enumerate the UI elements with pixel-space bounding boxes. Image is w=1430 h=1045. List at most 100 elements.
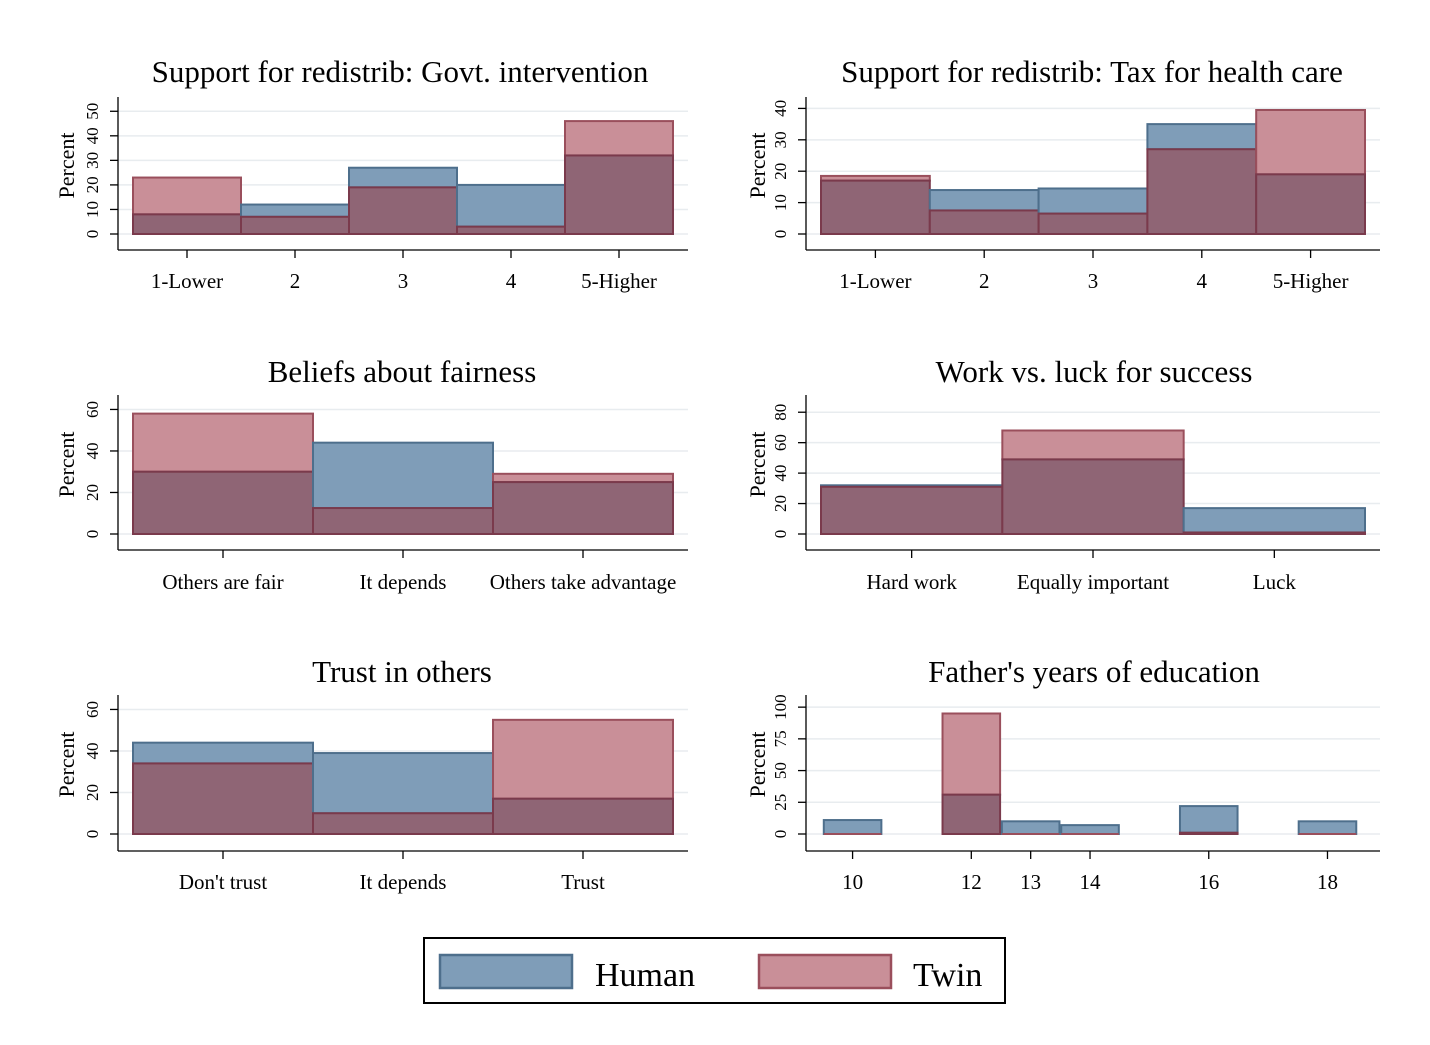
x-tick-label: 2 [979, 269, 990, 293]
chart-title: Support for redistrib: Tax for health ca… [841, 54, 1343, 89]
y-tick-label: 20 [771, 495, 790, 512]
x-tick-label: It depends [360, 570, 447, 594]
bar-overlap [456, 225, 566, 236]
x-tick-label: 1-Lower [151, 269, 223, 293]
x-tick-label: It depends [360, 870, 447, 894]
y-tick-label: 30 [771, 131, 790, 148]
y-tick-label: 20 [83, 784, 102, 801]
bar-overlap [132, 470, 314, 535]
y-tick-label: 10 [771, 194, 790, 211]
y-tick-label: 20 [83, 176, 102, 193]
x-tick-label: 5-Higher [581, 269, 657, 293]
bar-overlap [240, 215, 350, 235]
y-tick-label: 40 [83, 127, 102, 144]
y-tick-label: 0 [83, 230, 102, 239]
bar-twin [492, 718, 674, 800]
bar-overlap [1146, 148, 1258, 235]
chart-title: Father's years of education [928, 654, 1260, 689]
x-tick-label: Don't trust [179, 870, 268, 894]
y-tick-label: 0 [83, 530, 102, 539]
y-tick-label: 0 [771, 830, 790, 839]
x-tick-label: 3 [398, 269, 409, 293]
y-axis-label: Percent [54, 133, 79, 199]
legend: Human Twin [423, 937, 1006, 1004]
chart-panel-3: Beliefs about fairness Others are fair It … [54, 354, 688, 594]
y-tick-label: 40 [771, 465, 790, 482]
bar-overlap [492, 797, 674, 835]
y-tick-label: 60 [771, 434, 790, 451]
charts-container: Support for redistrib: Govt. interventio… [54, 54, 1380, 894]
y-tick-label: 20 [83, 484, 102, 501]
bar-human [1037, 187, 1149, 215]
bar-twin [1001, 429, 1185, 461]
y-axis-label: Percent [745, 432, 770, 498]
y-axis-label: Percent [745, 732, 770, 798]
bar-overlap [1001, 458, 1185, 535]
y-tick-label: 60 [83, 401, 102, 418]
bar-overlap [492, 481, 674, 535]
bar-human [1182, 507, 1366, 534]
bar-overlap [1182, 531, 1366, 536]
y-tick-label: 0 [771, 530, 790, 539]
bar-twin [1255, 108, 1366, 176]
y-tick-label: 40 [771, 100, 790, 117]
bar-human [1000, 820, 1061, 836]
y-tick-label: 30 [83, 152, 102, 169]
legend-twin-label: Twin [913, 957, 982, 994]
x-tick-label: 1-Lower [839, 269, 911, 293]
bar-human [1178, 805, 1239, 834]
chart-title: Trust in others [312, 654, 492, 689]
bar-human [1297, 820, 1358, 836]
bar-twin [941, 712, 1002, 796]
bar-overlap [928, 209, 1040, 236]
y-tick-label: 10 [83, 201, 102, 218]
x-tick-label: 4 [506, 269, 517, 293]
x-tick-label: 16 [1198, 870, 1219, 894]
bar-human [312, 752, 494, 815]
x-tick-label: Equally important [1017, 570, 1169, 594]
bar-overlap [820, 179, 931, 236]
bar-overlap [1037, 212, 1149, 235]
y-tick-label: 50 [771, 762, 790, 779]
bar-twin [564, 120, 674, 157]
bar-human [822, 819, 883, 836]
chart-title: Beliefs about fairness [268, 354, 537, 389]
x-tick-label: 18 [1317, 870, 1338, 894]
y-tick-label: 40 [83, 442, 102, 459]
chart-panel-5: Trust in others Don't trust It depends Trus… [54, 654, 688, 894]
legend-human-swatch [438, 953, 574, 990]
x-tick-label: Hard work [866, 570, 957, 594]
bar-overlap [348, 186, 458, 235]
bar-overlap [312, 812, 494, 836]
y-tick-label: 80 [771, 404, 790, 421]
y-tick-label: 40 [83, 742, 102, 759]
legend-human-label: Human [595, 957, 695, 994]
x-tick-label: 14 [1080, 870, 1102, 894]
bar-human [928, 189, 1040, 212]
y-axis-label: Percent [745, 133, 770, 199]
chart-title: Support for redistrib: Govt. interventio… [152, 54, 649, 89]
y-tick-label: 0 [83, 830, 102, 839]
x-tick-label: Trust [561, 870, 605, 894]
x-tick-label: Others take advantage [490, 570, 677, 594]
chart-title: Work vs. luck for success [936, 354, 1253, 389]
bar-twin [132, 412, 314, 473]
bar-overlap [941, 793, 1002, 835]
x-tick-label: 4 [1197, 269, 1208, 293]
x-tick-label: 13 [1020, 870, 1041, 894]
chart-panel-4: Work vs. luck for success Hard work Equall… [745, 354, 1380, 594]
bar-overlap [1178, 831, 1239, 836]
bar-overlap [312, 507, 494, 536]
y-tick-label: 0 [771, 230, 790, 239]
y-tick-label: 100 [771, 694, 790, 720]
y-tick-label: 60 [83, 701, 102, 718]
chart-panel-2: Support for redistrib: Tax for health ca… [745, 54, 1380, 293]
bar-human [1060, 824, 1120, 835]
bar-overlap [132, 762, 314, 836]
y-tick-label: 75 [771, 730, 790, 747]
bar-human [456, 183, 566, 228]
bar-human [348, 166, 458, 189]
bar-overlap [1255, 173, 1366, 235]
x-tick-label: 5-Higher [1273, 269, 1349, 293]
